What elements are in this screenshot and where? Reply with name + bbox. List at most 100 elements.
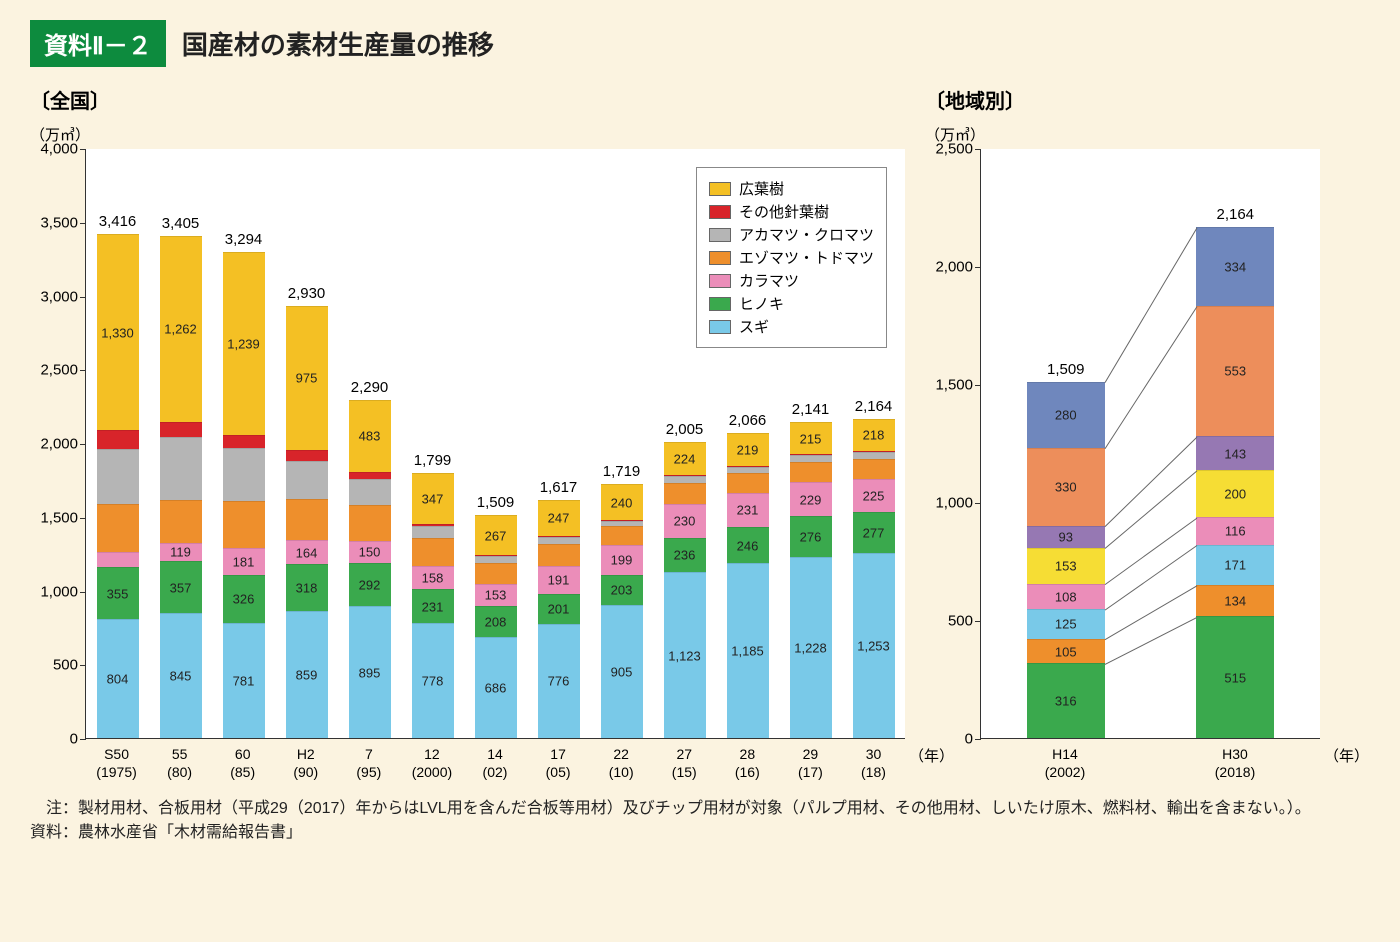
bar-segment-kouyou: 975: [286, 306, 328, 450]
segment-value: 143: [1224, 446, 1246, 461]
segment-value: 1,228: [794, 640, 827, 655]
bar-segment-sugi: 905: [601, 605, 643, 738]
segment-value: 224: [674, 452, 696, 467]
bar-total: 3,294: [225, 231, 263, 248]
bar-segment-sugi: 1,123: [664, 572, 706, 738]
segment-value: 105: [1055, 644, 1077, 659]
bar-total: 2,164: [855, 398, 893, 415]
bar-segment-karamatsu: 164: [286, 540, 328, 564]
bar-segment-sugi: 686: [475, 637, 517, 738]
bar-segment-akamatsu: [601, 521, 643, 526]
legend-swatch: [709, 205, 731, 219]
segment-value: 686: [485, 680, 507, 695]
xlabel: 29(17): [779, 745, 842, 781]
segment-value: 240: [611, 495, 633, 510]
bar-segment-ezomatsu: [223, 501, 265, 548]
bar-segment-karamatsu: 150: [349, 541, 391, 563]
bar-segment-sugi: 804: [97, 619, 139, 738]
bar-segment-hinoki: 357: [160, 561, 202, 614]
bar-segment-ezomatsu: [664, 483, 706, 504]
xaxis-unit: （年）: [1324, 745, 1369, 766]
bar-segment-kinki: 108: [1027, 584, 1105, 609]
bar-total: 3,416: [99, 213, 137, 230]
bar-segment-sonota: [223, 435, 265, 448]
segment-value: 215: [800, 431, 822, 446]
plot-area: 05001,0001,5002,0002,5003,0003,5004,000広…: [85, 149, 905, 739]
bar-segment-ezomatsu: [601, 526, 643, 545]
bar-segment-karamatsu: 229: [790, 482, 832, 516]
note-label-2: 資料：: [30, 821, 78, 845]
bar-segment-akamatsu: [790, 455, 832, 462]
bar-segment-kouyou: 219: [727, 433, 769, 465]
bar-segment-hinoki: 276: [790, 516, 832, 557]
legend-item: カラマツ: [709, 270, 874, 291]
legend-label: ヒノキ: [739, 293, 784, 314]
segment-value: 134: [1224, 594, 1246, 609]
segment-value: 1,330: [101, 325, 134, 340]
bar-total: 2,005: [666, 421, 704, 438]
bar-slot: 8952921504832,290: [338, 149, 401, 738]
bar-total: 1,509: [1047, 361, 1085, 378]
bar-segment-sugi: 776: [538, 624, 580, 738]
note-label-1: 注：: [30, 797, 78, 821]
segment-value: 975: [296, 371, 318, 386]
bar-segment-sonota: [286, 450, 328, 461]
xlabel: 17(05): [527, 745, 590, 781]
segment-value: 191: [548, 573, 570, 588]
segment-value: 804: [107, 672, 129, 687]
stacked-bar: 1,2532772252182,164: [853, 419, 895, 738]
stacked-bar: 1,1852462312192,066: [727, 433, 769, 738]
bar-segment-sonota: [412, 524, 454, 526]
segment-value: 483: [359, 429, 381, 444]
segment-value: 119: [170, 545, 191, 560]
bar-segment-sugi: 1,185: [727, 563, 769, 738]
legend-swatch: [709, 251, 731, 265]
bar-segment-sugi: 845: [160, 613, 202, 738]
bar-segment-tohoku: 330: [1027, 448, 1105, 526]
segment-value: 93: [1059, 530, 1073, 545]
segment-value: 277: [863, 526, 885, 541]
bar-segment-hinoki: 208: [475, 606, 517, 637]
xlabel: H30(2018): [1150, 745, 1320, 781]
bar-segment-hinoki: 326: [223, 575, 265, 623]
bar-segment-hinoki: 292: [349, 563, 391, 606]
header: 資料Ⅱ－２ 国産材の素材生産量の推移: [30, 20, 1370, 67]
bar-segment-kouyou: 347: [412, 473, 454, 524]
segment-value: 292: [359, 577, 381, 592]
chart-subtitle: 〔地域別〕: [925, 85, 1320, 114]
legend-swatch: [709, 274, 731, 288]
bar-segment-kouyou: 218: [853, 419, 895, 451]
bar-segment-ezomatsu: [475, 563, 517, 584]
bar-segment-karamatsu: 158: [412, 566, 454, 589]
xlabel: 27(15): [653, 745, 716, 781]
bar-segment-kouyou: 1,330: [97, 234, 139, 430]
legend-label: その他針葉樹: [739, 201, 829, 222]
bar-segment-akamatsu: [412, 526, 454, 538]
bar-segment-chubu: 153: [1027, 548, 1105, 584]
stacked-bar: 6862081532671,509: [475, 515, 517, 738]
segment-value: 125: [1055, 617, 1077, 632]
bar-segment-kyushu: 515: [1196, 616, 1274, 738]
xlabel: 28(16): [716, 745, 779, 781]
stacked-bar: 1,1232362302242,005: [664, 442, 706, 738]
bar-segment-kouyou: 240: [601, 484, 643, 519]
segment-value: 203: [611, 583, 633, 598]
segment-value: 895: [359, 665, 381, 680]
bar-segment-sugi: 1,228: [790, 557, 832, 738]
segment-value: 1,262: [164, 322, 197, 337]
segment-value: 276: [800, 530, 822, 545]
legend-swatch: [709, 297, 731, 311]
bar-segment-akamatsu: [538, 537, 580, 543]
bar-segment-sonota: [349, 472, 391, 479]
bar-total: 2,930: [288, 285, 326, 302]
segment-value: 164: [296, 545, 318, 560]
segment-value: 267: [485, 528, 507, 543]
stacked-bar: 7762011912471,617: [538, 500, 580, 738]
segment-value: 326: [233, 592, 255, 607]
bar-total: 1,617: [540, 479, 578, 496]
segment-value: 776: [548, 674, 570, 689]
bar-slot: 8043551,3303,416: [86, 149, 149, 738]
bar-segment-akamatsu: [160, 437, 202, 500]
legend-label: 広葉樹: [739, 178, 784, 199]
xlabel: 55(80): [148, 745, 211, 781]
